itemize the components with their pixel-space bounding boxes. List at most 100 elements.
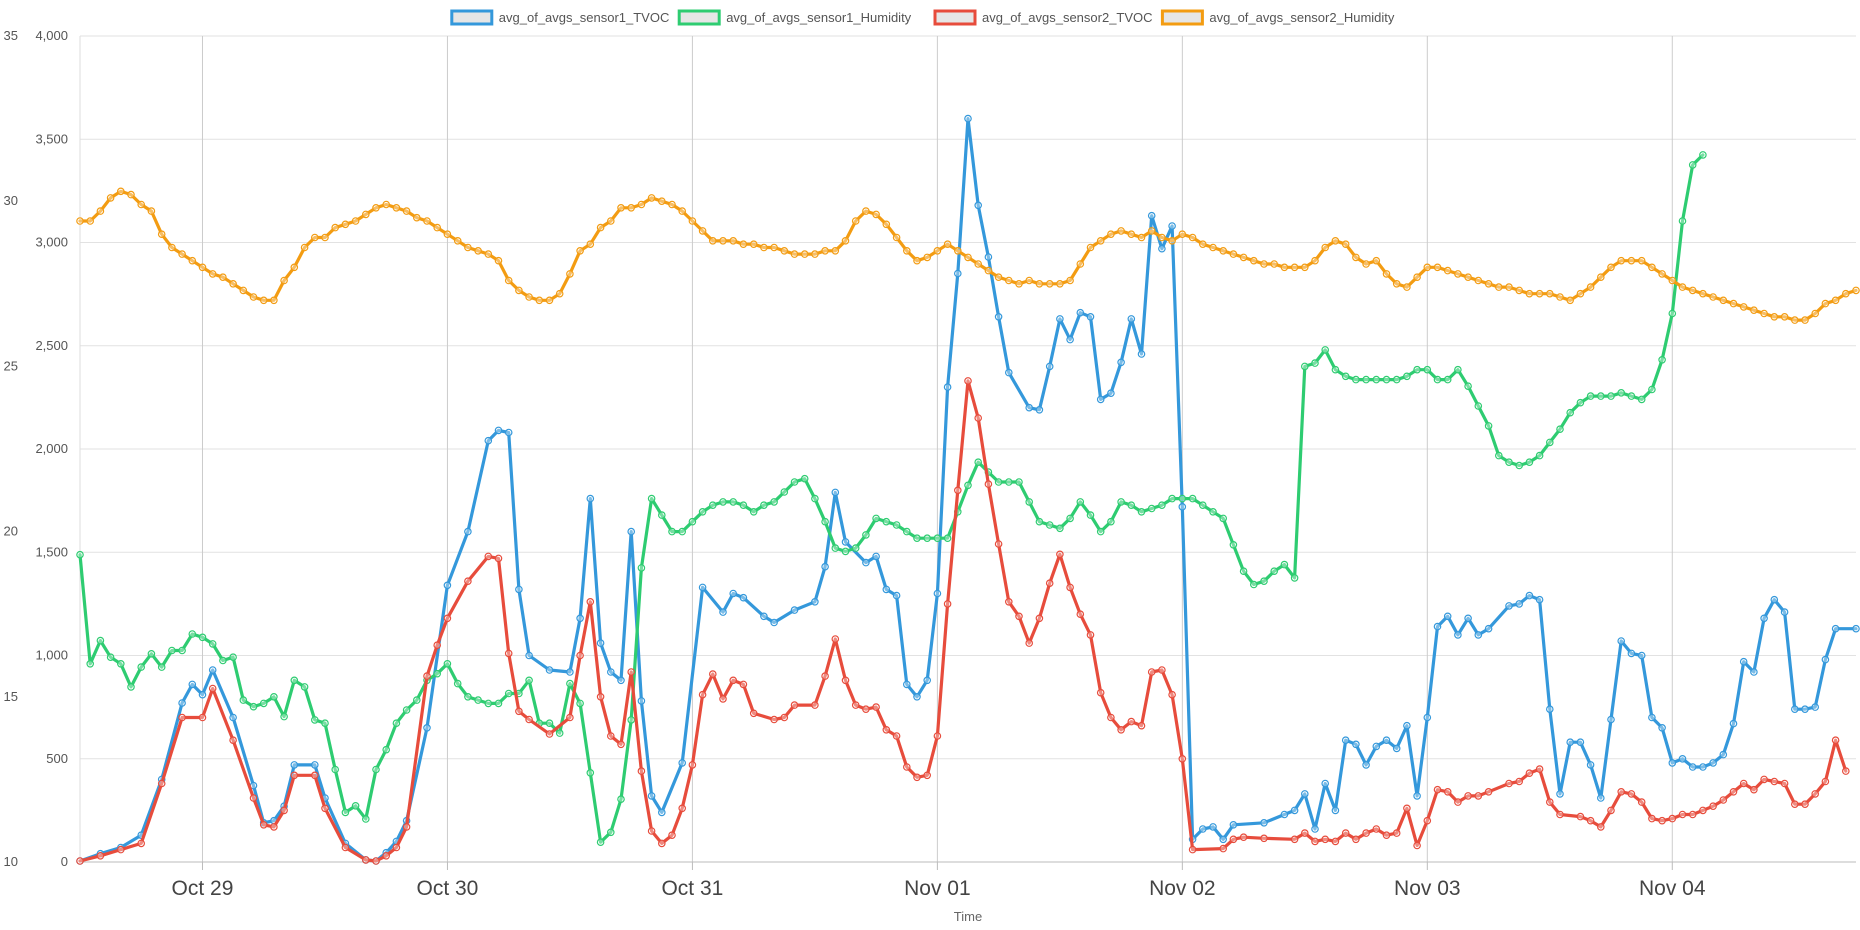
data-point [1137,721,1146,730]
data-point [1004,478,1013,486]
data-point [321,804,329,813]
data-point [1566,738,1575,747]
data-point [1168,237,1176,245]
data-point [1546,289,1554,298]
data-point [545,296,554,305]
data-point [984,266,993,275]
data-point [1403,804,1411,813]
data-point [566,668,574,676]
data-point [739,593,748,602]
data-point [1648,814,1656,823]
data-point [1178,754,1187,763]
legend-item[interactable]: avg_of_avgs_sensor2_Humidity [1160,9,1395,26]
data-point [1178,502,1187,511]
data-point [1199,825,1207,833]
data-point [1637,798,1646,806]
data-point [1362,260,1370,268]
series-line [78,379,1848,863]
right-axis-tick-label: 3,000 [35,235,68,250]
data-point [913,773,921,782]
data-point [913,256,921,265]
data-point [1352,375,1360,384]
data-point [515,585,523,594]
data-point [464,243,472,252]
data-point [1648,385,1656,394]
data-point [1627,256,1636,265]
data-point [1219,247,1228,255]
data-point [198,263,207,272]
data-point [708,670,717,678]
data-point [902,680,911,689]
data-point [1688,161,1697,169]
right-axis-tick-label: 0 [61,854,68,869]
data-point [1454,365,1462,374]
data-point [596,692,605,701]
data-point [1056,550,1064,559]
data-point [1188,494,1197,503]
data-point [1147,211,1156,220]
data-point [106,194,115,202]
data-point [188,630,197,638]
data-point [147,207,156,215]
left-axis-tick-label: 35 [4,28,18,43]
data-point [1117,358,1125,367]
data-point [953,247,962,255]
data-point [1382,375,1391,384]
data-point [739,240,748,249]
data-point [1831,624,1840,633]
data-point [1117,725,1125,734]
data-point [402,207,411,215]
data-point [249,293,258,301]
data-point [892,591,901,600]
data-point [1372,375,1381,384]
legend-item[interactable]: avg_of_avgs_sensor1_TVOC [450,9,670,26]
data-point [831,544,840,552]
data-point [1321,243,1330,252]
data-point [1086,511,1095,519]
data-point [862,705,870,714]
data-point [708,501,717,510]
data-point [525,676,533,685]
data-point [1474,792,1483,800]
data-point [1607,715,1615,724]
data-point [1842,289,1850,298]
data-point [974,458,983,467]
data-point [943,383,952,391]
data-point [1239,253,1248,262]
axes: 0 500 1,000 1,500 2,000 2,500 3,000 3,500 4,000 1… [4,28,1856,900]
data-point [219,656,227,665]
data-point [729,589,738,598]
data-point [974,414,983,422]
data-point [1423,365,1432,374]
data-point [719,608,727,616]
data-point [117,845,125,854]
data-point [1586,816,1595,825]
data-point [208,666,217,674]
data-point [1086,312,1095,321]
data-point [351,217,360,225]
data-point [1699,289,1707,298]
legend-item[interactable]: avg_of_avgs_sensor2_TVOC [933,9,1153,26]
data-point [300,683,309,691]
data-point [1515,777,1524,786]
data-point [392,204,401,212]
data-point [872,552,880,561]
data-point [341,843,350,852]
data-point [1586,283,1595,291]
data-point [1188,233,1197,242]
data-point [321,233,329,242]
data-point [678,804,687,813]
data-point [1821,655,1830,664]
data-point [882,725,891,734]
data-point [698,583,707,592]
data-point [484,699,493,708]
data-point [994,312,1003,321]
data-point [1260,260,1268,268]
data-point [1811,309,1820,318]
legend-item[interactable]: avg_of_avgs_sensor1_Humidity [677,9,912,26]
data-point [566,679,574,688]
data-point [504,428,513,437]
data-point [1331,365,1340,374]
data-point [739,680,748,689]
data-point [157,779,166,788]
